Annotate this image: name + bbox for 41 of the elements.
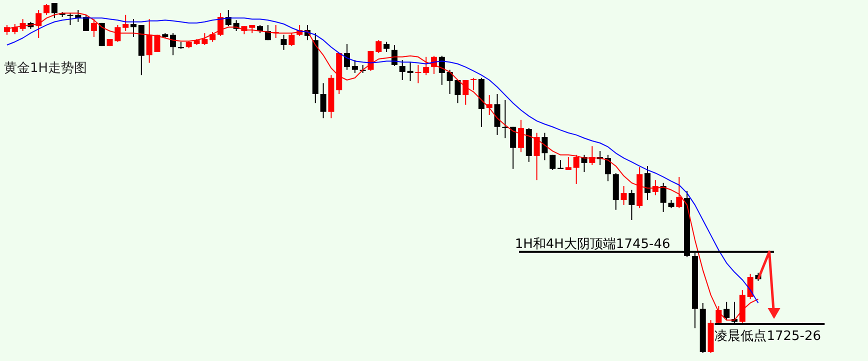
candlestick bbox=[604, 154, 611, 182]
candlestick bbox=[67, 12, 74, 26]
text: 黄金1H走势图 bbox=[4, 61, 88, 76]
candlestick bbox=[83, 14, 90, 32]
candlestick bbox=[620, 186, 627, 206]
candlestick bbox=[510, 126, 516, 170]
candlestick bbox=[565, 156, 572, 170]
candlestick bbox=[747, 273, 754, 300]
candlestick bbox=[130, 18, 136, 38]
candlestick bbox=[399, 60, 406, 80]
ref-line-label: 凌晨低点1725-26 bbox=[714, 328, 822, 344]
candlestick bbox=[320, 82, 326, 119]
candlestick bbox=[518, 119, 524, 153]
candlestick bbox=[534, 132, 540, 181]
candlestick bbox=[352, 60, 358, 74]
candlestick bbox=[660, 182, 666, 212]
candlestick bbox=[384, 41, 390, 52]
candlestick bbox=[415, 64, 422, 84]
candlestick bbox=[494, 94, 500, 136]
ref-line-label: 1H和4H大阴顶端1745-46 bbox=[514, 236, 670, 252]
candlestick bbox=[644, 166, 651, 201]
candlestick bbox=[90, 18, 97, 38]
candlestick bbox=[558, 160, 564, 170]
candlestick bbox=[628, 189, 635, 220]
candlestick bbox=[573, 154, 580, 184]
candlestick bbox=[550, 154, 556, 170]
candlestick bbox=[51, 2, 58, 19]
candlestick bbox=[368, 50, 374, 72]
candlestick bbox=[470, 77, 477, 91]
candlestick bbox=[288, 32, 295, 47]
candlestick bbox=[280, 34, 287, 50]
candlestick bbox=[724, 301, 730, 321]
candlestick bbox=[44, 4, 50, 16]
candlestick bbox=[344, 43, 350, 70]
candlestick bbox=[423, 56, 430, 76]
candlestick bbox=[376, 40, 382, 54]
candlestick bbox=[542, 132, 548, 161]
candlestick bbox=[407, 62, 414, 82]
candlestick bbox=[462, 80, 469, 106]
candlestick bbox=[210, 32, 216, 42]
candlestick bbox=[676, 176, 682, 209]
